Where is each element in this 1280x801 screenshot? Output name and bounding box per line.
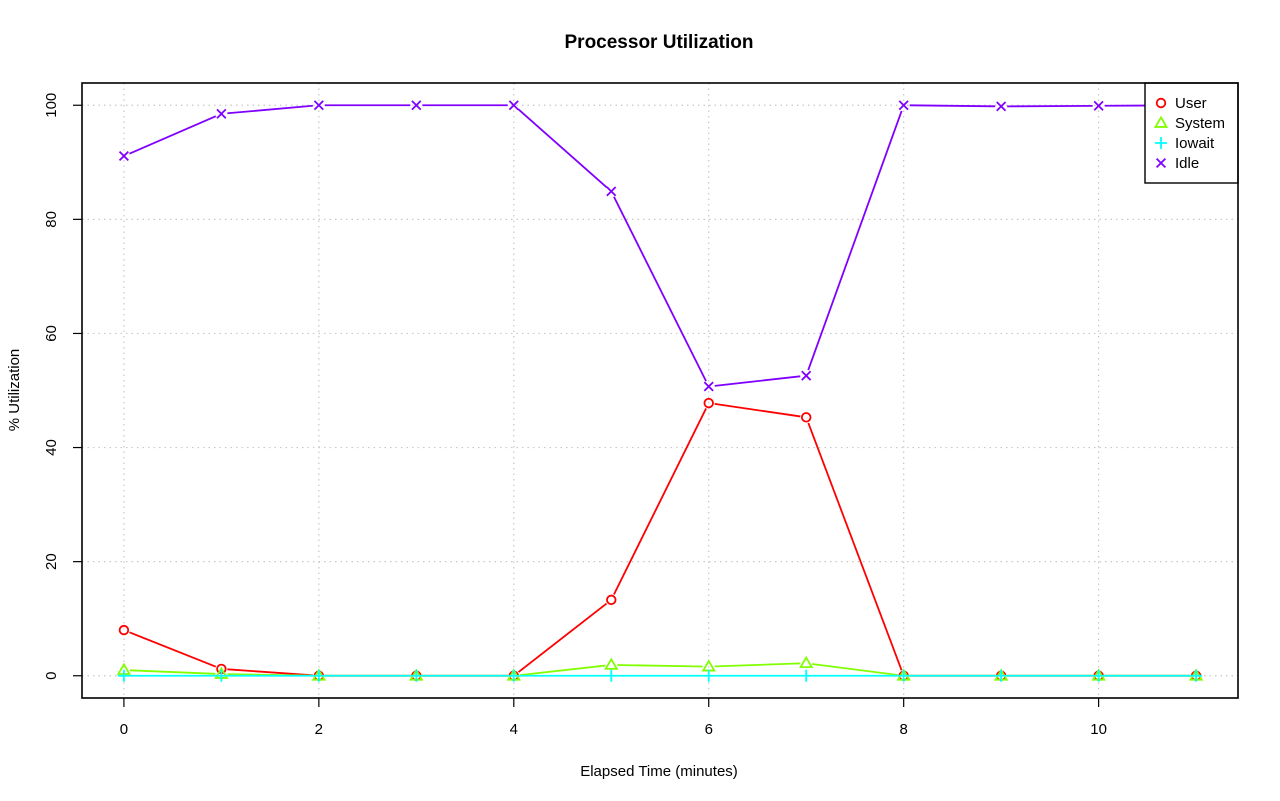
idle-line-segment (1007, 104, 1093, 108)
iowait-point (215, 669, 228, 682)
iowait-point (702, 669, 715, 682)
legend-label: Idle (1175, 155, 1199, 172)
series-user (118, 397, 1202, 681)
user-point (606, 594, 617, 606)
y-tick-label: 0 (43, 672, 60, 680)
user-line-segment (714, 403, 801, 418)
plot-frame (81, 82, 1239, 699)
legend-item-iowait: Iowait (1155, 135, 1215, 152)
idle-line-segment (227, 104, 313, 115)
idle-point (703, 381, 714, 392)
system-line-segment (617, 664, 703, 668)
iowait-point (800, 669, 813, 682)
iowait-point (1190, 669, 1203, 682)
legend-label: Iowait (1175, 135, 1215, 152)
x-axis-label: Elapsed Time (minutes) (580, 763, 738, 780)
x-tick-label: 10 (1090, 721, 1107, 738)
legend-item-user: User (1155, 95, 1207, 112)
system-point (604, 657, 619, 670)
x-tick-label: 6 (705, 721, 713, 738)
iowait-point (117, 669, 130, 682)
legend-label: System (1175, 115, 1225, 132)
legend-marker-iowait (1155, 137, 1167, 149)
plot-area (116, 100, 1204, 682)
y-axis-label: % Utilization (6, 349, 23, 432)
user-line-segment (613, 408, 707, 595)
x-tick-label: 8 (900, 721, 908, 738)
idle-point (898, 100, 909, 111)
idle-line-segment (714, 375, 801, 387)
grid (82, 83, 1238, 698)
system-point (701, 659, 716, 672)
idle-point (606, 186, 617, 197)
idle-line-segment (807, 110, 903, 371)
iowait-point (312, 669, 325, 682)
legend-box (1144, 82, 1239, 184)
idle-line-segment (909, 104, 996, 108)
legend-marker-system (1153, 115, 1169, 128)
y-tick-label: 20 (43, 553, 60, 570)
idle-line-segment (613, 196, 707, 382)
series-iowait (117, 669, 1203, 682)
user-line-segment (227, 668, 313, 677)
y-tick-label: 60 (43, 325, 60, 342)
iowait-point (410, 669, 423, 682)
iowait-point (1092, 669, 1105, 682)
x-tick-label: 4 (510, 721, 518, 738)
system-line-segment (519, 664, 606, 676)
idle-line-segment (129, 115, 217, 155)
user-line-segment (807, 422, 903, 671)
system-line-segment (812, 663, 898, 676)
y-tick-label: 100 (43, 93, 60, 118)
idle-point (801, 370, 812, 381)
idle-point (411, 100, 422, 111)
iowait-point (995, 669, 1008, 682)
legend-marker-idle (1155, 157, 1167, 169)
user-line-segment (129, 631, 217, 668)
series-idle (118, 100, 1202, 392)
iowait-point (605, 669, 618, 682)
system-line-segment (714, 662, 801, 668)
idle-point (996, 101, 1007, 112)
legend-item-idle: Idle (1155, 155, 1199, 172)
idle-point (508, 100, 519, 111)
legend-label: User (1175, 95, 1207, 112)
idle-point (313, 100, 324, 111)
user-point (801, 412, 812, 423)
user-line-segment (517, 602, 608, 673)
chart-title: Processor Utilization (565, 32, 754, 53)
legend-marker-user (1155, 97, 1167, 109)
legend: User System Iowait Idle (1144, 82, 1239, 184)
x-tick-label: 0 (120, 721, 128, 738)
y-tick-label: 40 (43, 439, 60, 456)
iowait-point (897, 669, 910, 682)
idle-point (1093, 100, 1104, 111)
idle-point (118, 150, 129, 162)
legend-item-system: System (1153, 115, 1225, 132)
user-point (703, 397, 714, 409)
iowait-point (507, 669, 520, 682)
user-point (118, 624, 130, 636)
idle-line-segment (517, 108, 608, 189)
x-tick-label: 2 (315, 721, 323, 738)
system-line-segment (129, 669, 216, 675)
system-point (799, 655, 814, 669)
y-tick-label: 80 (43, 211, 60, 228)
idle-point (216, 108, 227, 119)
